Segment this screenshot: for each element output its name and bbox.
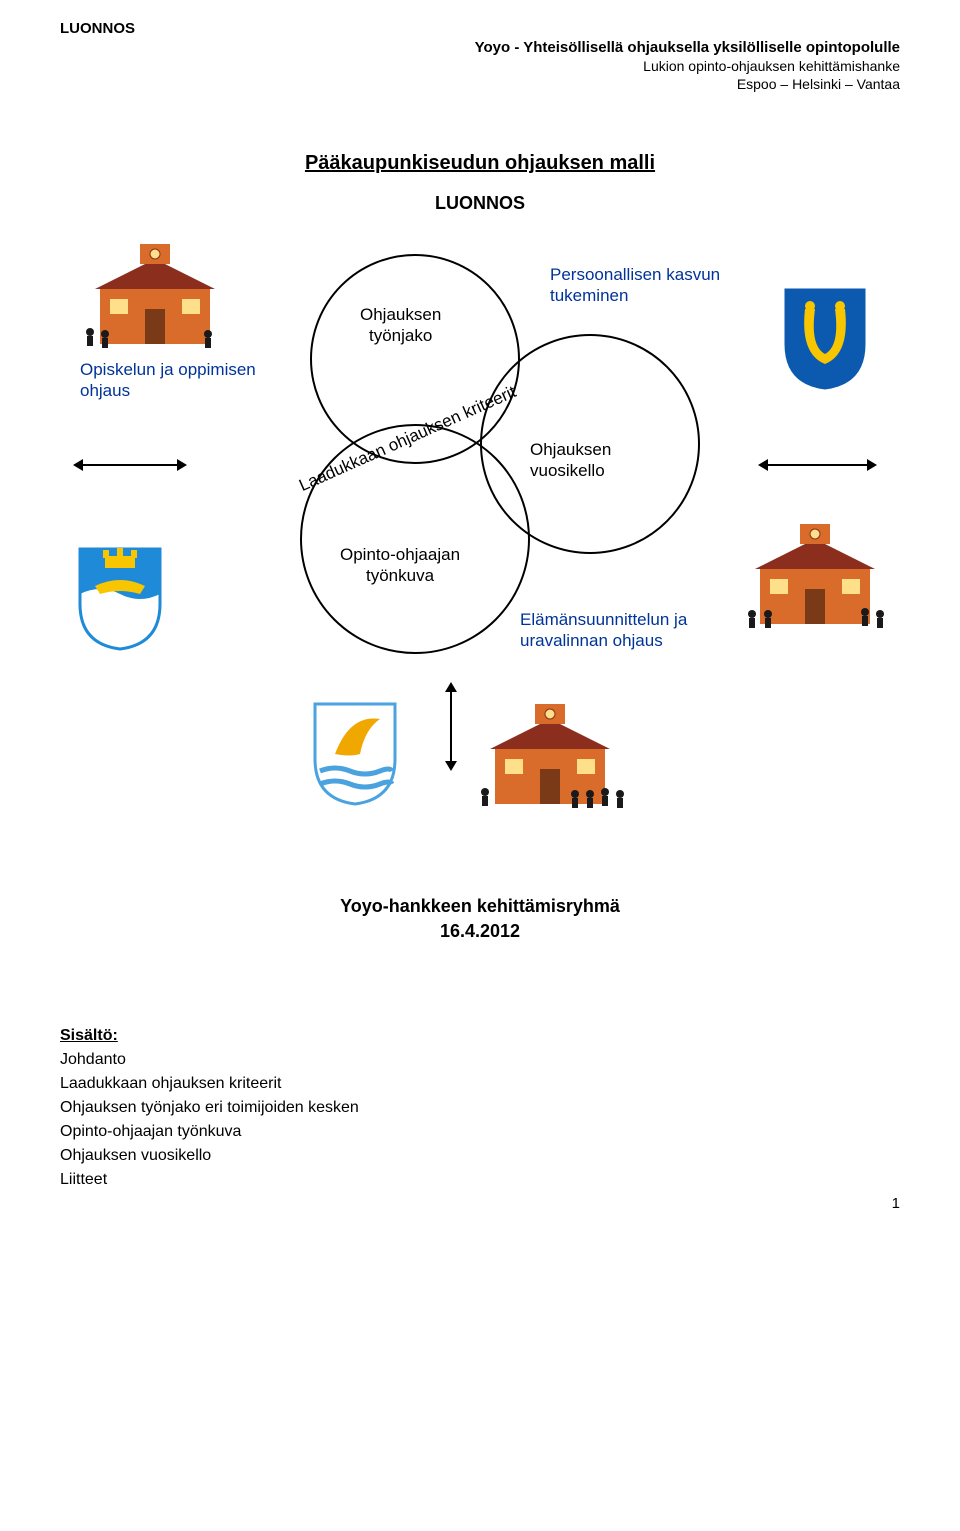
table-of-contents: Sisältö: Johdanto Laadukkaan ohjauksen k… — [60, 1024, 900, 1192]
header-top-left: LUONNOS — [60, 20, 900, 37]
toc-item: Liitteet — [60, 1168, 900, 1192]
page-title: Pääkaupunkiseudun ohjauksen malli — [60, 152, 900, 175]
label-opiskelu: Opiskelun ja oppimisenohjaus — [80, 359, 256, 402]
toc-item: Laadukkaan ohjauksen kriteerit — [60, 1072, 900, 1096]
page-number: 1 — [892, 1195, 900, 1212]
toc-item: Johdanto — [60, 1048, 900, 1072]
label-persoon: Persoonallisen kasvuntukeminen — [550, 264, 720, 307]
header-line1-text: Yoyo - Yhteisöllisellä ohjauksella yksil… — [475, 39, 900, 56]
school-icon-top-left — [80, 244, 230, 354]
venn-diagram: Opiskelun ja oppimisenohjaus Ohjauksenty… — [60, 244, 900, 864]
shield-espoo — [780, 284, 870, 394]
bottom-line2: 16.4.2012 — [60, 919, 900, 944]
arrow-left — [75, 464, 185, 466]
label-tyonkuva: Opinto-ohjaajantyönkuva — [340, 544, 460, 587]
arrow-right — [760, 464, 875, 466]
label-vuosikello: Ohjauksenvuosikello — [530, 439, 611, 482]
header-line3: Espoo – Helsinki – Vantaa — [60, 76, 900, 92]
shield-helsinki — [75, 544, 165, 654]
toc-item: Ohjauksen työnjako eri toimijoiden keske… — [60, 1096, 900, 1120]
page-subtitle: LUONNOS — [60, 193, 900, 214]
shield-vantaa — [310, 699, 400, 809]
arrow-down — [450, 684, 452, 769]
school-icon-right — [740, 524, 890, 634]
header-line2: Lukion opinto-ohjauksen kehittämishanke — [60, 58, 900, 74]
toc-heading: Sisältö: — [60, 1024, 900, 1048]
header-line1: Yoyo - Yhteisöllisellä ohjauksella yksil… — [60, 39, 900, 56]
toc-item: Opinto-ohjaajan työnkuva — [60, 1120, 900, 1144]
school-icon-bottom — [475, 704, 625, 814]
bottom-line1: Yoyo-hankkeen kehittämisryhmä — [60, 894, 900, 919]
circle-tyonkuva — [300, 424, 530, 654]
label-tyonjako: Ohjauksentyönjako — [360, 304, 441, 347]
label-elaman: Elämänsuunnittelun jauravalinnan ohjaus — [520, 609, 687, 652]
bottom-info: Yoyo-hankkeen kehittämisryhmä 16.4.2012 — [60, 894, 900, 944]
toc-item: Ohjauksen vuosikello — [60, 1144, 900, 1168]
